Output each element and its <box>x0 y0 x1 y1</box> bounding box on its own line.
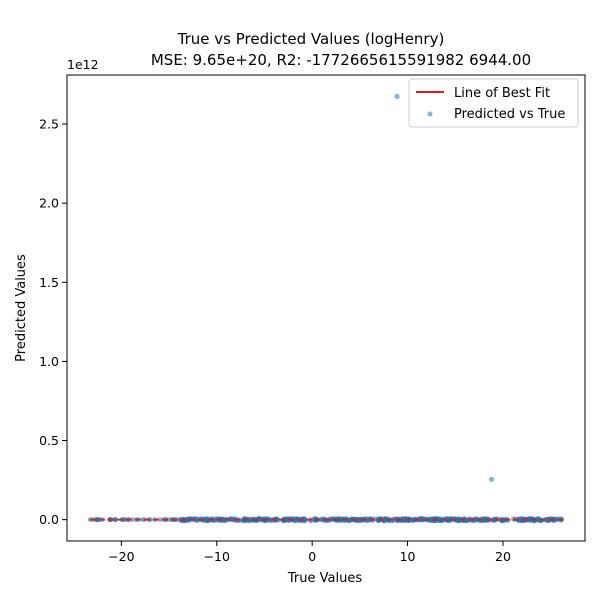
scatter-point <box>113 517 118 522</box>
scatter-point <box>129 517 135 522</box>
legend: Line of Best Fit Predicted vs True <box>408 78 579 128</box>
y-tick-label: 1.0 <box>39 354 59 369</box>
scatter-point <box>327 516 333 523</box>
scatter-point <box>302 517 308 523</box>
scatter-point <box>94 517 99 522</box>
scatter-point <box>337 517 343 523</box>
x-tick-label: 0 <box>308 549 316 564</box>
scatter-outlier-point <box>488 476 495 482</box>
scatter-point <box>167 517 173 522</box>
y-tick-label: 2.5 <box>39 117 59 132</box>
chart-subtitle: MSE: 9.65e+20, R2: -1772665615591982 694… <box>151 51 531 69</box>
plot-frame <box>66 74 586 542</box>
y-tick-label: 1.5 <box>39 275 59 290</box>
x-tick-label: 20 <box>495 549 511 564</box>
legend-entry-predicted: Predicted vs True <box>454 107 565 122</box>
legend-box <box>408 78 579 128</box>
plot-area <box>87 93 565 524</box>
scatter-outlier-point <box>394 93 400 99</box>
x-tick-label: 10 <box>400 549 416 564</box>
y-axis-label: Predicted Values <box>14 254 29 362</box>
scatter-point <box>382 516 389 523</box>
scatter-point <box>220 517 226 523</box>
scatter-point <box>157 517 163 522</box>
x-tick-label: −10 <box>204 549 230 564</box>
legend-dot-swatch <box>427 111 433 117</box>
scatter-point <box>527 517 533 523</box>
scatter-point <box>499 516 505 523</box>
x-axis-ticks: −20 −10 0 10 20 <box>108 541 511 564</box>
y-axis-ticks: 0.0 0.5 1.0 1.5 2.0 2.5 <box>39 117 67 527</box>
scatter-point <box>543 516 550 523</box>
y-tick-label: 2.0 <box>39 196 59 211</box>
y-tick-label: 0.0 <box>39 512 59 527</box>
legend-entry-best-fit: Line of Best Fit <box>454 86 550 101</box>
x-axis-label: True Values <box>287 571 362 586</box>
scatter-point <box>148 517 153 522</box>
x-tick-label: −20 <box>108 549 134 564</box>
y-offset-label: 1e12 <box>67 57 99 72</box>
y-tick-label: 0.5 <box>39 433 59 448</box>
chart-title: True vs Predicted Values (logHenry) <box>177 30 445 48</box>
